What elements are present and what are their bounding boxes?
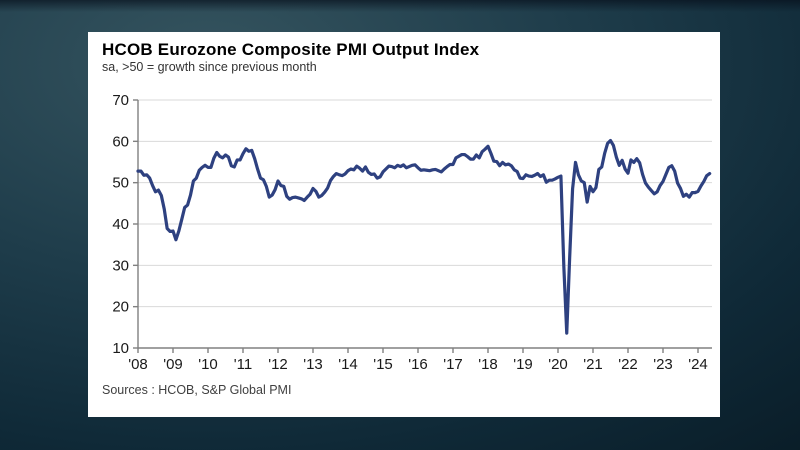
x-tick-label: '24 <box>688 356 708 373</box>
x-tick-label: '17 <box>443 356 463 373</box>
top-edge-shade <box>0 0 800 12</box>
x-tick-label: '15 <box>373 356 393 373</box>
x-tick-label: '13 <box>303 356 323 373</box>
y-tick-label: 30 <box>112 257 129 274</box>
pmi-line-chart: 10 20 30 40 50 60 70 '08 '09 '10 '11 '12 '13 '14 '15 '1… <box>112 92 712 373</box>
y-tick-label: 40 <box>112 216 129 233</box>
x-tick-label: '21 <box>583 356 603 373</box>
x-tick-label: '19 <box>513 356 533 373</box>
x-tick-label: '16 <box>408 356 428 373</box>
x-tick-label: '09 <box>163 356 183 373</box>
chart-card: 10 20 30 40 50 60 70 '08 '09 '10 '11 '12 '13 '14 '15 '1… <box>88 32 720 417</box>
y-tick-label: 70 <box>112 92 129 109</box>
chart-title: HCOB Eurozone Composite PMI Output Index <box>102 40 480 59</box>
x-tick-label: '12 <box>268 356 288 373</box>
y-tick-label: 60 <box>112 133 129 150</box>
y-tick-label: 20 <box>112 299 129 316</box>
x-tick-label: '11 <box>234 356 252 373</box>
chart-source: Sources : HCOB, S&P Global PMI <box>102 383 292 397</box>
chart-subtitle: sa, >50 = growth since previous month <box>102 60 317 74</box>
x-tick-label: '23 <box>653 356 673 373</box>
y-tick-label: 10 <box>112 340 129 357</box>
y-tick-label: 50 <box>112 175 129 192</box>
x-tick-label: '14 <box>338 356 358 373</box>
x-tick-label: '22 <box>618 356 638 373</box>
x-tick-label: '20 <box>548 356 568 373</box>
pmi-series-line <box>136 138 712 335</box>
x-tick-label: '18 <box>478 356 498 373</box>
x-tick-label: '10 <box>198 356 218 373</box>
x-tick-label: '08 <box>128 356 148 373</box>
